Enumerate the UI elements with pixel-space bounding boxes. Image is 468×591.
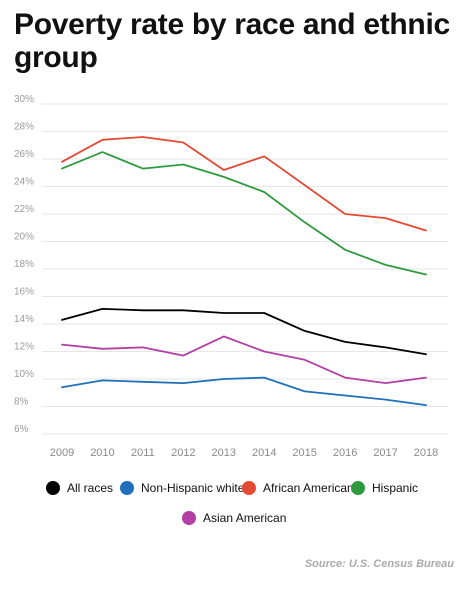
x-tick-label: 2009 [50, 447, 74, 459]
legend-label: Asian American [203, 511, 287, 525]
y-tick-label: 18% [14, 259, 34, 270]
x-tick-label: 2010 [90, 447, 114, 459]
y-tick-label: 26% [14, 149, 34, 160]
legend-item-asian-american: Asian American [182, 508, 286, 528]
y-tick-label: 16% [14, 287, 34, 298]
legend-item-african-american: African American [242, 478, 354, 498]
y-tick-label: 22% [14, 204, 34, 215]
x-tick-label: 2014 [252, 447, 276, 459]
legend-label: African American [263, 481, 354, 495]
x-tick-label: 2017 [373, 447, 397, 459]
x-tick-label: 2013 [212, 447, 236, 459]
series-line-non-hispanic-white [61, 376, 427, 407]
y-axis-ticks: 6% 8% 10% 12% 14% 16% 18% 20% 22% 24% 26% 28% 30% [14, 94, 34, 435]
legend-swatch [242, 481, 256, 495]
line-chart: 6% 8% 10% 12% 14% 16% 18% 20% 22% 24% 26% 28% 30% 20… [14, 94, 448, 459]
y-tick-label: 12% [14, 342, 34, 353]
y-tick-label: 20% [14, 232, 34, 243]
x-tick-label: 2018 [414, 447, 438, 459]
legend-label: All races [67, 481, 114, 495]
legend-swatch [182, 511, 196, 525]
legend-label: Non-Hispanic white [141, 481, 245, 495]
legend-swatch [46, 481, 60, 495]
legend-swatch [351, 481, 365, 495]
gridlines [42, 103, 448, 435]
series-line-all-races [61, 307, 427, 356]
series-line-asian-american [61, 335, 427, 385]
legend-row-1: All races Non-Hispanic white African Ame… [0, 478, 468, 498]
y-tick-label: 24% [14, 177, 34, 188]
legend-item-non-hispanic-white: Non-Hispanic white [120, 478, 244, 498]
x-tick-label: 2015 [292, 447, 316, 459]
legend-label: Hispanic [372, 481, 419, 495]
legend-item-hispanic: Hispanic [351, 478, 418, 498]
y-tick-label: 6% [14, 424, 29, 435]
y-tick-label: 30% [14, 94, 34, 105]
series-line-hispanic [61, 151, 427, 276]
x-tick-label: 2016 [333, 447, 357, 459]
legend-swatch [120, 481, 134, 495]
x-tick-label: 2012 [171, 447, 195, 459]
chart-title: Poverty rate by race and ethnic group [14, 8, 450, 74]
series-lines [61, 136, 427, 407]
y-tick-label: 10% [14, 369, 34, 380]
y-tick-label: 14% [14, 314, 34, 325]
x-axis-ticks: 2009 2010 2011 2012 2013 2014 2015 2016 2017 2018 [50, 447, 438, 459]
y-tick-label: 8% [14, 397, 29, 408]
legend-item-all-races: All races [46, 478, 113, 498]
source-note: Source: U.S. Census Bureau [304, 558, 454, 570]
y-tick-label: 28% [14, 122, 34, 133]
x-tick-label: 2011 [131, 447, 155, 459]
series-line-african-american [61, 136, 427, 232]
legend-row-2: Asian American [0, 508, 468, 528]
